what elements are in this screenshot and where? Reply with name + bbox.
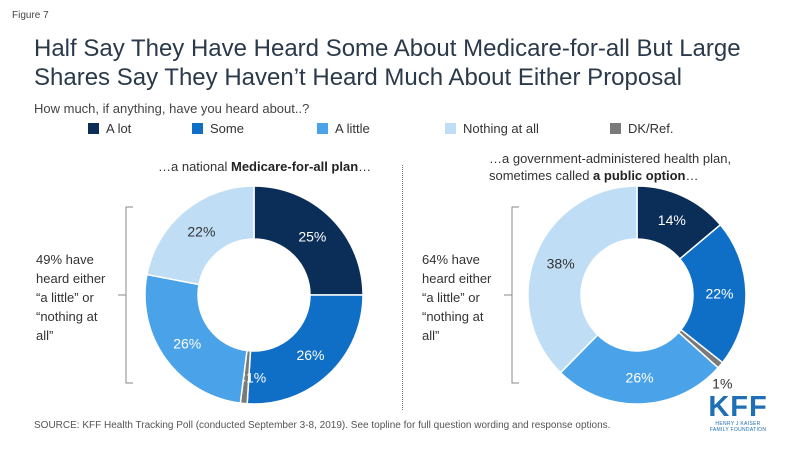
legend-label: A lot bbox=[106, 121, 132, 136]
legend-swatch bbox=[88, 123, 99, 134]
chart-heading-public-option: …a government-administered health plan, s… bbox=[489, 151, 732, 183]
data-label: 22% bbox=[705, 286, 733, 302]
data-label: 26% bbox=[626, 369, 654, 385]
donut-slice-a-lot bbox=[253, 185, 364, 296]
donut-slice-a-little bbox=[144, 273, 248, 404]
donut-slice-nothing-at-all bbox=[146, 185, 255, 286]
annotation-medicare: 49% have heard either “a little” or “not… bbox=[36, 252, 106, 343]
donut-slice-nothing-at-all bbox=[527, 185, 638, 374]
legend-label: Nothing at all bbox=[463, 121, 539, 136]
figure-label: Figure 7 bbox=[12, 10, 49, 21]
legend-swatch bbox=[445, 123, 456, 134]
source-note: SOURCE: KFF Health Tracking Poll (conduc… bbox=[34, 420, 611, 431]
legend-swatch bbox=[317, 123, 328, 134]
data-label: 14% bbox=[658, 212, 686, 228]
legend-swatch bbox=[610, 123, 621, 134]
chart-title: Half Say They Have Heard Some About Medi… bbox=[34, 35, 741, 91]
legend-label: DK/Ref. bbox=[628, 121, 674, 136]
legend-label: Some bbox=[210, 121, 244, 136]
bracket-medicare bbox=[118, 206, 133, 384]
legend-item-a-little: A little bbox=[317, 121, 370, 136]
legend-item-dk-ref: DK/Ref. bbox=[610, 121, 674, 136]
kff-logo: KFF HENRY J KAISER FAMILY FOUNDATION bbox=[708, 391, 768, 434]
bracket-public-option bbox=[504, 206, 519, 384]
legend-item-some: Some bbox=[192, 121, 244, 136]
annotation-public-option: 64% have heard either “a little” or “not… bbox=[422, 252, 492, 343]
donut-slice-a-little bbox=[559, 331, 720, 405]
legend-swatch bbox=[192, 123, 203, 134]
question-text: How much, if anything, have you heard ab… bbox=[34, 101, 310, 116]
data-label: 22% bbox=[187, 223, 215, 239]
donut-slice-some bbox=[246, 294, 364, 405]
data-label: 26% bbox=[173, 335, 201, 351]
data-label: 38% bbox=[547, 256, 575, 272]
donut-slice-some bbox=[678, 223, 747, 364]
data-label: <1% bbox=[238, 369, 266, 385]
data-label: 1% bbox=[712, 376, 732, 392]
chart-divider bbox=[402, 165, 403, 410]
legend-item-a-lot: A lot bbox=[88, 121, 131, 136]
data-label: 26% bbox=[296, 347, 324, 363]
chart-heading-medicare: …a national Medicare-for-all plan… bbox=[158, 159, 372, 174]
data-label: 25% bbox=[298, 229, 326, 245]
legend-item-nothing-at-all: Nothing at all bbox=[445, 121, 539, 136]
legend-label: A little bbox=[335, 121, 370, 136]
